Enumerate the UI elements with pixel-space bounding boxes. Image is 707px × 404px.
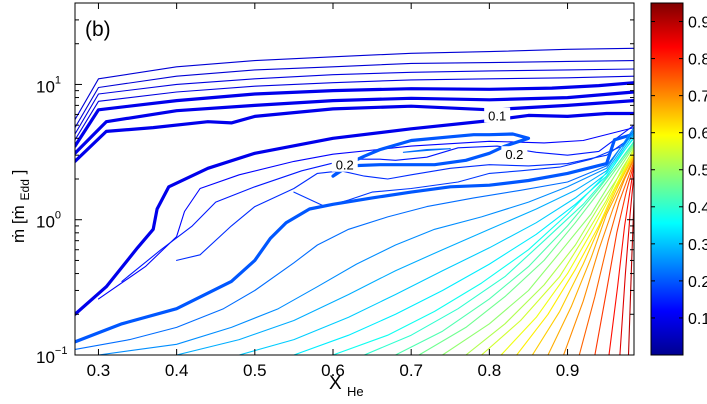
y-axis-ticks: 10−1 100 101	[36, 2, 634, 367]
contour-line	[332, 137, 634, 355]
contour-line	[238, 133, 634, 355]
x-axis-label-main: X	[329, 373, 342, 394]
x-tick-label: 0.6	[321, 361, 345, 380]
contour-line	[394, 142, 634, 355]
contour-lines	[75, 47, 634, 355]
contour-line	[75, 75, 634, 141]
colorbar-tick-label: 0.8	[688, 52, 707, 69]
contour-line	[75, 129, 634, 350]
x-tick-label: 0.4	[165, 361, 189, 380]
colorbar-tick-label: 0.7	[688, 89, 707, 106]
y-axis-label-sub: Edd	[18, 179, 32, 200]
contour-line	[75, 99, 634, 163]
contour-line	[75, 81, 634, 148]
contour-line	[418, 143, 634, 355]
x-axis-label-sub: He	[347, 384, 364, 399]
colorbar-tick-label: 0.6	[688, 126, 707, 143]
colorbar-tick-label: 0.9	[688, 15, 707, 32]
y-tick-label: 10−1	[36, 345, 67, 367]
colorbar-tick-label: 0.1	[688, 311, 707, 328]
contour-line	[480, 149, 634, 355]
contour-line	[75, 47, 634, 121]
y-axis-label: ṁ [ṁ Edd ]	[9, 170, 33, 243]
x-tick-label: 0.3	[87, 361, 111, 380]
x-tick-label: 0.9	[556, 361, 580, 380]
contour-line	[331, 132, 531, 178]
contour-line	[500, 150, 634, 355]
contour-line	[176, 134, 634, 261]
colorbar-tick-label: 0.3	[688, 237, 707, 254]
y-tick-label: 101	[36, 74, 61, 96]
y-tick-label: 100	[36, 210, 61, 232]
contour-line	[121, 124, 634, 282]
contour-line	[75, 90, 634, 155]
contour-line	[176, 130, 634, 355]
contour-line	[75, 111, 634, 316]
contour-line	[465, 147, 634, 355]
contour-line	[619, 172, 634, 355]
colorbar-tick-label: 0.2	[688, 274, 707, 291]
contour-label-bg	[501, 146, 528, 162]
contour-line	[402, 148, 451, 153]
contour-label: 0.2	[336, 158, 354, 173]
contour-line	[516, 152, 634, 355]
contour-line	[594, 163, 634, 355]
y-axis-label-close: ]	[9, 170, 28, 175]
contour-line	[75, 132, 634, 344]
colorbar-tick-label: 0.5	[688, 163, 707, 180]
contour-line	[441, 145, 634, 355]
x-tick-label: 0.8	[478, 361, 502, 380]
contour-line	[563, 158, 634, 355]
x-axis-label: X He	[329, 373, 364, 399]
contour-line	[547, 156, 634, 355]
contour-label-bg	[331, 156, 358, 172]
colorbar-ticks: 0.1 0.2 0.3 0.4 0.5 0.6 0.7 0.8 0.9	[651, 15, 707, 328]
x-tick-label: 0.7	[399, 361, 423, 380]
contour-line	[363, 140, 634, 355]
contour-line	[97, 127, 634, 300]
contour-label: 0.2	[505, 147, 523, 162]
contour-line	[293, 136, 634, 355]
contour-line	[75, 60, 634, 129]
contour-label: 0.1	[488, 108, 506, 123]
contour-line	[97, 127, 634, 355]
x-tick-label: 0.5	[243, 361, 267, 380]
contour-line	[75, 68, 634, 135]
contour-line	[531, 154, 634, 355]
y-axis-label-main: ṁ [ṁ	[9, 205, 28, 243]
contour-line	[578, 160, 634, 355]
colorbar-tick-label: 0.4	[688, 200, 707, 217]
panel-label: (b)	[85, 18, 111, 41]
x-axis-ticks: 0.3 0.4 0.5 0.6 0.7 0.8 0.9	[87, 3, 580, 380]
colorbar	[650, 2, 684, 356]
contour-labels: 0.1 0.2 0.2	[331, 107, 528, 173]
contour-label-bg	[484, 107, 511, 123]
